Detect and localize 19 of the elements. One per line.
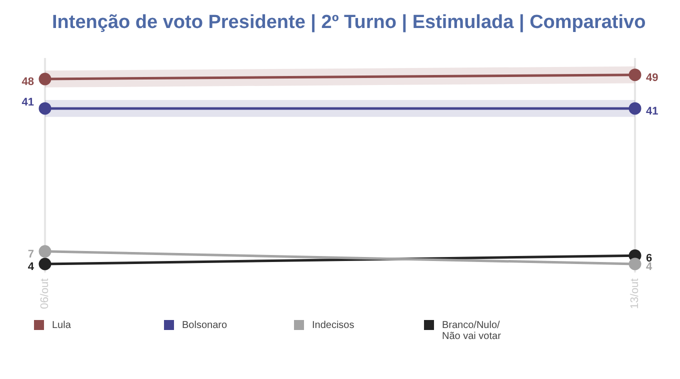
data-label: 49 [646, 72, 658, 84]
legend-label: Branco/Nulo/ Não vai votar [442, 320, 502, 342]
data-label: 41 [646, 105, 658, 118]
data-label: 7 [28, 248, 34, 260]
data-label: 48 [22, 76, 34, 88]
data-label: 4 [28, 261, 35, 274]
legend-label: Indecisos [312, 320, 354, 331]
chart-title: Intenção de voto Presidente | 2º Turno | Estimulada | Comparativo [52, 12, 646, 34]
point [38, 258, 52, 270]
data-label: 4 [646, 261, 653, 274]
point [38, 72, 52, 86]
point [628, 258, 642, 270]
legend-label: Bolsonaro [182, 320, 228, 331]
data-label: 41 [22, 96, 34, 108]
point [38, 245, 52, 258]
legend-label: Lula [52, 320, 71, 331]
point [628, 102, 642, 115]
point [38, 102, 52, 115]
point [628, 68, 642, 82]
